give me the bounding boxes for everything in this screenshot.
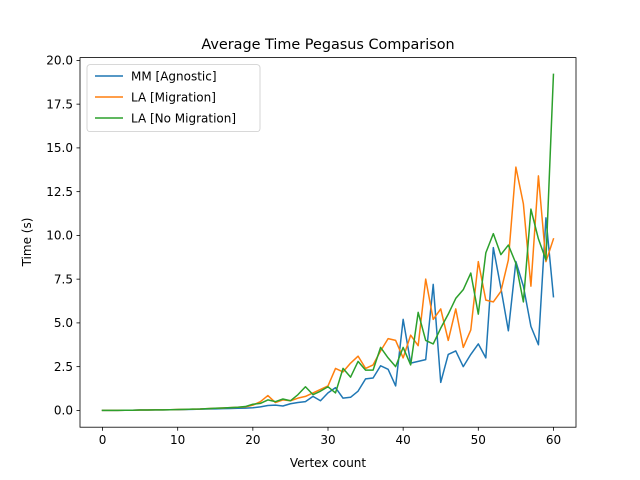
y-axis: 0.0 2.5 5.0 7.5 10.0 12.5 15.0 17.5 20.0	[46, 54, 80, 418]
plot-content	[101, 73, 555, 412]
x-tick-label: 40	[396, 433, 411, 447]
x-axis: 0 10 20 30 40 50 60	[99, 427, 561, 447]
legend-label-1: MM [Agnostic]	[131, 69, 217, 83]
y-tick-label: 17.5	[46, 97, 73, 111]
y-tick-label: 15.0	[46, 141, 73, 155]
x-tick-label: 20	[245, 433, 260, 447]
y-tick-label: 12.5	[46, 185, 73, 199]
y-tick-label: 2.5	[54, 360, 73, 374]
y-tick-label: 7.5	[54, 272, 73, 286]
legend-box	[86, 64, 261, 132]
x-tick-label: 30	[320, 433, 335, 447]
legend-label-2: LA [Migration]	[131, 90, 216, 104]
legend: MM [Agnostic] LA [Migration] LA [No Migrat…	[86, 64, 261, 132]
y-tick-label: 5.0	[54, 316, 73, 330]
legend-label-3: LA [No Migration]	[131, 111, 236, 125]
series-line-3	[101, 73, 555, 412]
chart-title: Average Time Pegasus Comparison	[201, 37, 454, 53]
y-axis-label: Time (s)	[20, 218, 34, 268]
x-tick-label: 60	[546, 433, 561, 447]
x-axis-label: Vertex count	[290, 456, 367, 470]
y-tick-label: 10.0	[46, 229, 73, 243]
y-tick-label: 0.0	[54, 404, 73, 418]
x-tick-label: 0	[99, 433, 107, 447]
y-tick-label: 20.0	[46, 54, 73, 68]
x-tick-label: 50	[471, 433, 486, 447]
x-tick-label: 10	[170, 433, 185, 447]
